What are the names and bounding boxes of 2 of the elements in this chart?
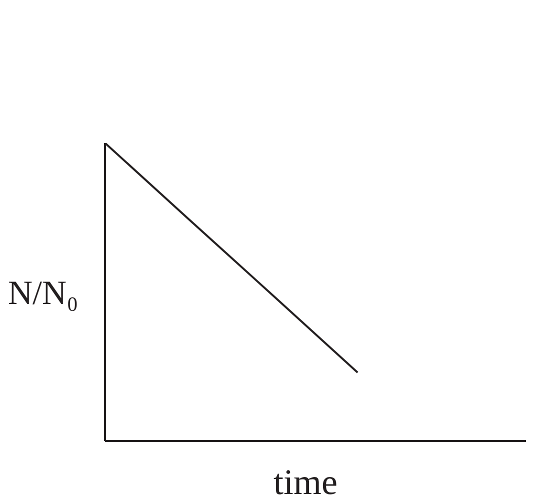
y-axis-title: N/N₀ (8, 275, 78, 312)
x-axis-title: time (274, 462, 338, 502)
